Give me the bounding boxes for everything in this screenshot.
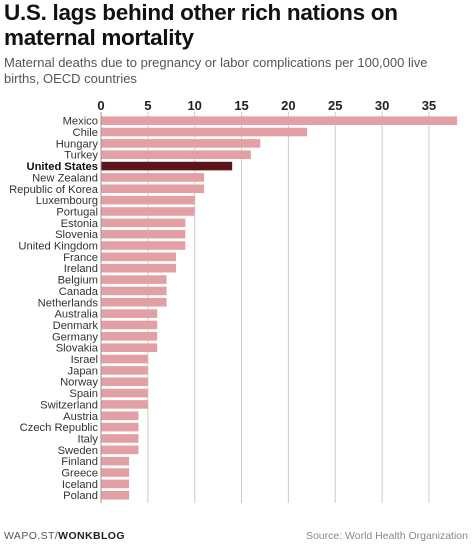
category-label: Luxembourg — [36, 195, 98, 207]
bar-france — [101, 252, 176, 262]
category-label: Portugal — [56, 206, 98, 218]
source-note: Source: World Health Organization — [305, 530, 468, 542]
bar-israel — [101, 354, 148, 364]
bar-chile — [101, 127, 308, 137]
category-label: Netherlands — [38, 297, 99, 309]
bar-mexico — [101, 116, 458, 125]
bar-slovakia — [101, 343, 158, 352]
category-label: Chile — [73, 127, 99, 139]
category-label: United Kingdom — [18, 241, 98, 253]
bar-japan — [101, 366, 148, 375]
category-label: Iceland — [62, 479, 98, 491]
bar-austria — [101, 411, 139, 421]
bar-norway — [101, 377, 148, 387]
chart-subtitle: Maternal deaths due to pregnancy or labo… — [4, 55, 428, 86]
bar-poland — [101, 490, 130, 500]
bar-united-kingdom — [101, 241, 186, 250]
category-label: Hungary — [56, 138, 99, 150]
brand-name: WONKBLOG — [58, 530, 125, 542]
bar-switzerland — [101, 400, 148, 409]
category-label: Greece — [61, 468, 98, 480]
category-label: Finland — [61, 456, 98, 468]
bar-australia — [101, 309, 158, 318]
bar-new-zealand — [101, 173, 205, 182]
x-tick-label: 0 — [97, 98, 104, 113]
x-tick-label: 20 — [281, 98, 295, 113]
bar-portugal — [101, 207, 195, 216]
bar-italy — [101, 434, 139, 443]
x-tick-label: 30 — [375, 98, 389, 113]
chart-title: U.S. lags behind other rich nations on m… — [4, 0, 398, 50]
category-label: Turkey — [64, 150, 98, 162]
category-label: Czech Republic — [20, 422, 99, 434]
category-label: Republic of Korea — [9, 184, 99, 196]
bar-netherlands — [101, 297, 167, 307]
bar-denmark — [101, 320, 158, 330]
bar-czech-republic — [101, 422, 139, 432]
bar-canada — [101, 286, 167, 296]
category-label: Poland — [63, 490, 98, 502]
bar-sweden — [101, 445, 139, 455]
footer-brand: WAPO.ST/WONKBLOG — [4, 530, 125, 542]
bar-slovenia — [101, 229, 186, 239]
bar-germany — [101, 332, 158, 341]
category-label: Slovenia — [55, 229, 99, 241]
bar-estonia — [101, 218, 186, 228]
category-label: Israel — [71, 354, 98, 366]
bar-luxembourg — [101, 195, 195, 205]
category-label: Japan — [68, 365, 98, 377]
x-tick-label: 35 — [422, 98, 436, 113]
category-label: Spain — [69, 388, 98, 400]
category-label: Norway — [60, 377, 98, 389]
brand-prefix: WAPO.ST/ — [4, 530, 59, 542]
category-label: Italy — [77, 433, 98, 445]
category-label: Ireland — [64, 263, 98, 275]
bar-united-states — [101, 161, 233, 171]
category-label: New Zealand — [32, 172, 98, 184]
category-label: United States — [27, 161, 99, 173]
bar-belgium — [101, 275, 167, 284]
category-label: Canada — [59, 286, 99, 298]
category-label: Sweden — [58, 445, 98, 457]
category-label: Australia — [54, 309, 98, 321]
bar-turkey — [101, 150, 251, 160]
category-label: France — [63, 252, 98, 264]
bar-spain — [101, 388, 148, 398]
x-tick-label: 15 — [234, 98, 248, 113]
bar-iceland — [101, 479, 130, 489]
category-label: Austria — [63, 411, 99, 423]
bar-ireland — [101, 263, 176, 273]
category-label: Denmark — [53, 320, 99, 332]
category-label: Belgium — [58, 275, 98, 287]
x-tick-label: 5 — [144, 98, 151, 113]
category-label: Switzerland — [40, 399, 98, 411]
category-label: Estonia — [61, 218, 99, 230]
bar-finland — [101, 456, 130, 466]
bar-hungary — [101, 139, 261, 148]
category-label: Mexico — [63, 116, 98, 128]
category-label: Germany — [52, 331, 98, 343]
bar-greece — [101, 468, 130, 477]
category-label: Slovakia — [56, 343, 99, 355]
bar-republic-of-korea — [101, 184, 205, 194]
x-tick-label: 10 — [187, 98, 201, 113]
x-tick-label: 25 — [328, 98, 342, 113]
